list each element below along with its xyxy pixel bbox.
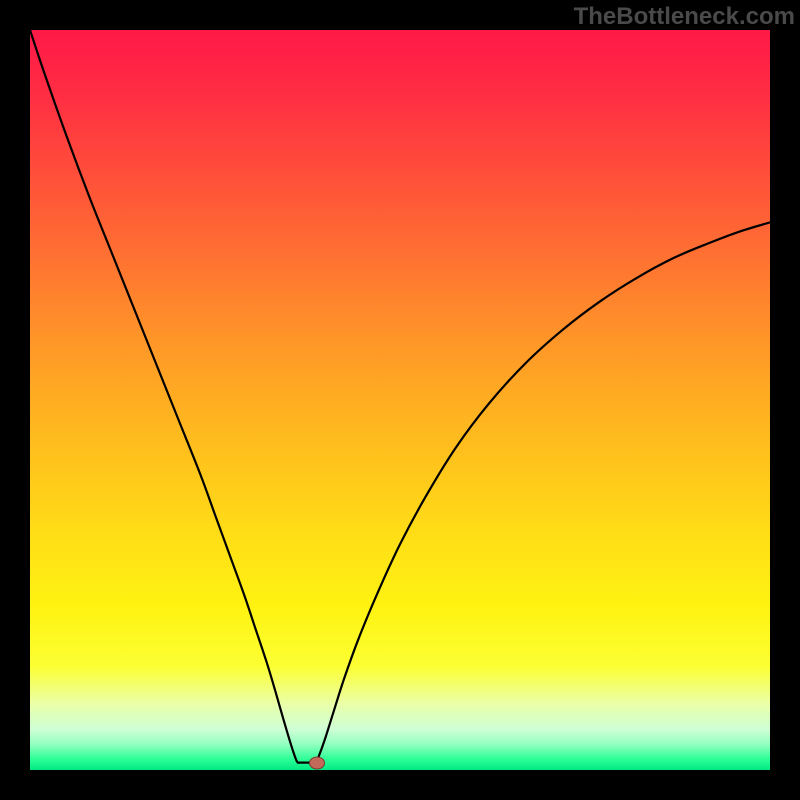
chart-frame <box>30 30 770 770</box>
optimal-point-marker <box>309 756 325 769</box>
chart-curve <box>30 30 770 770</box>
watermark-text: TheBottleneck.com <box>574 3 795 31</box>
